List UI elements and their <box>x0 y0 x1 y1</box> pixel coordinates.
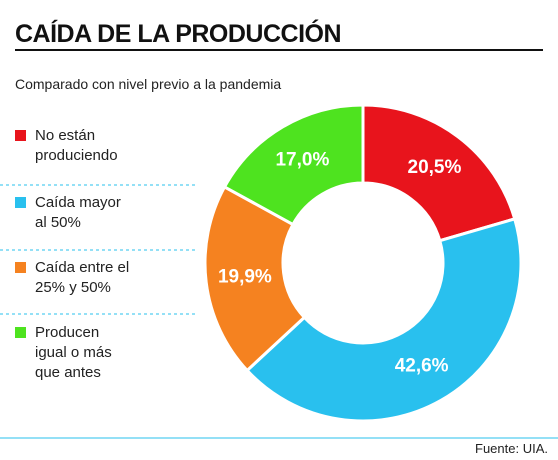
chart-subtitle: Comparado con nivel previo a la pandemia <box>15 76 282 92</box>
value-label: 42,6% <box>395 356 449 377</box>
legend-label: Caída entre el 25% y 50% <box>35 259 130 296</box>
donut-slice <box>203 184 307 373</box>
legend-swatch <box>15 262 26 273</box>
donut-slice <box>222 103 365 227</box>
legend-swatch <box>15 130 26 141</box>
value-label: 17,0% <box>275 150 329 171</box>
donut-slice <box>245 217 523 423</box>
legend-separators <box>0 184 195 315</box>
chart-title: CAÍDA DE LA PRODUCCIÓN <box>15 20 342 48</box>
value-label: 20,5% <box>408 157 462 178</box>
legend-label: Producen igual o más que antes <box>35 324 112 381</box>
source: Fuente: UIA. <box>475 441 548 456</box>
value-label: 19,9% <box>218 267 272 288</box>
donut-slice <box>361 103 517 243</box>
legend-label: Caída mayor al 50% <box>35 194 121 231</box>
legend-swatch <box>15 197 26 208</box>
legend-label: No están produciendo <box>35 127 118 164</box>
legend-swatch <box>15 327 26 338</box>
